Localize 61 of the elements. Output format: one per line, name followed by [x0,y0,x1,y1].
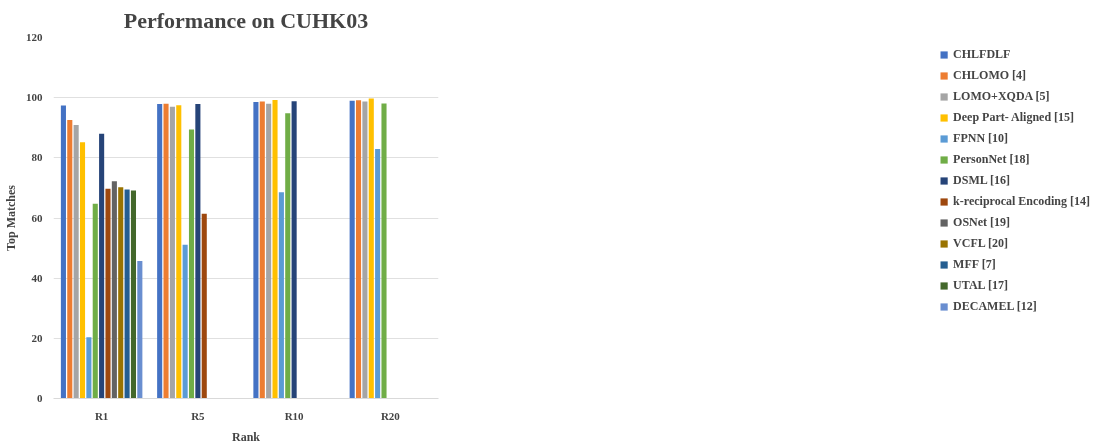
y-tick-label: 40 [31,271,43,284]
bar [124,189,130,399]
bar [105,188,111,399]
x-tick-label: R1 [94,409,109,422]
bar [291,101,297,399]
legend-label: k-reciprocal Encoding [14] [953,194,1090,209]
y-tick-label: 120 [26,31,43,43]
bar [137,261,143,399]
bar [375,149,381,399]
legend-label: CHLOMO [4] [953,68,1027,83]
bar [60,105,66,399]
legend-label: DECAMEL [12] [953,299,1037,314]
legend-label: VCFL [20] [953,236,1009,251]
bar [259,101,265,399]
x-tick-label: R5 [191,409,206,422]
bar [188,129,195,399]
legend-label: FPNN [10] [953,131,1009,146]
y-tick-label: 100 [26,91,43,104]
bar [362,101,368,399]
x-axis-title: Rank [231,429,261,444]
bar [182,244,188,399]
bar [253,101,259,399]
bar [157,103,163,399]
bar [355,100,362,399]
bar [381,103,387,399]
x-tick-label: R10 [284,409,305,422]
legend-label: Deep Part- Aligned [15] [953,110,1075,125]
bar [285,113,291,399]
bar [111,181,117,399]
legend-label: UTAL [17] [953,278,1008,293]
legend-label: MFF [7] [953,257,996,272]
x-tick-label: R20 [380,409,401,422]
bar [195,103,201,399]
bar [272,100,278,399]
legend-label: DSML [16] [953,173,1011,188]
bar [118,187,124,399]
bar [86,337,92,399]
bar [99,133,105,399]
bar [368,98,374,399]
bar [73,125,79,399]
bar [92,203,98,399]
chart-title: Performance on CUHK03 [123,7,369,33]
bar [349,100,355,399]
y-axis-title: Top Matches [4,184,18,251]
y-tick-label: 60 [31,211,43,224]
bar [79,142,86,399]
bar [176,105,182,399]
bar [278,192,284,399]
bar [67,119,73,399]
bar [169,106,175,399]
bar [266,103,272,399]
legend-label: OSNet [19] [953,215,1011,230]
legend-label: PersonNet [18] [953,152,1030,167]
legend-label: CHLFDLF [953,47,1011,62]
bar [130,190,137,399]
bar [201,213,207,399]
y-tick-label: 20 [31,331,43,344]
y-tick-label: 0 [37,392,43,404]
y-tick-label: 80 [31,151,43,164]
bar [163,103,169,399]
legend-label: LOMO+XQDA [5] [953,89,1050,104]
